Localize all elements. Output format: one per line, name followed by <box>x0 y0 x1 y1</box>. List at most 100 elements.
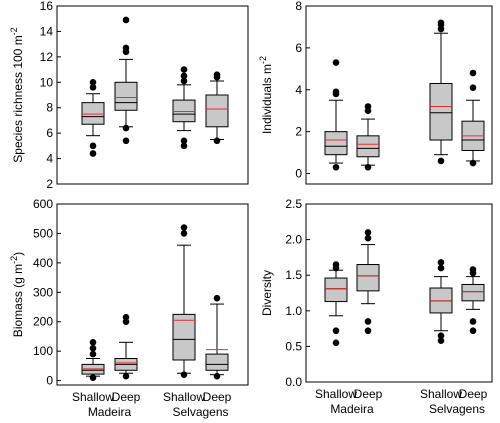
box-series-3 <box>461 266 485 335</box>
box-series-3 <box>205 71 229 145</box>
category-label: Deep <box>354 387 383 401</box>
box <box>429 82 453 141</box>
outlier-point <box>364 103 372 110</box>
box-series-0 <box>324 261 348 347</box>
outlier-point <box>89 350 97 358</box>
category-label: Shallow <box>163 390 205 404</box>
box-series-1 <box>356 229 380 335</box>
outlier-point <box>180 77 188 85</box>
outlier-point <box>332 327 340 335</box>
y-axis-label: Biomass (g m-2) <box>9 252 25 337</box>
y-tick-label: 12 <box>40 50 54 64</box>
y-tick-label: 6 <box>46 126 53 140</box>
y-tick-label: 2 <box>295 125 302 139</box>
outlier-point <box>89 374 97 381</box>
outlier-point <box>89 150 97 157</box>
y-tick-label: 10 <box>40 75 54 89</box>
panel-biomass: 0 100 200 300 400 500 600 Biomass (g m-2) Shallo… <box>9 197 249 419</box>
y-tick-label: 4 <box>295 83 302 97</box>
outlier-point <box>332 339 340 347</box>
y-tick-label: 2.0 <box>285 233 302 247</box>
y-axis-label-superscript: -2 <box>9 27 19 35</box>
outlier-point <box>332 59 340 66</box>
outlier-point <box>332 88 340 96</box>
outlier-point <box>437 264 445 272</box>
outlier-point <box>437 259 445 266</box>
category-label: Deep <box>112 390 141 404</box>
box <box>324 277 348 303</box>
y-tick-label: 2.5 <box>285 197 302 211</box>
y-axis-label-text: Biomass (g m <box>11 264 25 337</box>
outlier-point <box>89 344 97 352</box>
box-series-0 <box>81 78 105 157</box>
box <box>114 81 138 111</box>
box <box>81 102 105 125</box>
outlier-point <box>89 84 97 91</box>
outlier-point <box>213 137 221 145</box>
outlier-point <box>469 84 477 91</box>
outlier-point <box>364 163 372 171</box>
box-series-2 <box>429 19 453 165</box>
outlier-point <box>213 372 221 380</box>
box <box>205 353 229 371</box>
group-label: Selvagens <box>429 402 485 416</box>
box-series-0 <box>324 59 348 171</box>
box-series-2 <box>172 66 196 150</box>
box-series-1 <box>356 103 380 171</box>
outlier-point <box>469 266 477 273</box>
y-axis-label-text: Individuals m <box>260 64 274 134</box>
box-series-1 <box>114 16 138 145</box>
box <box>356 264 380 292</box>
box <box>205 94 229 128</box>
box-series-0 <box>81 339 105 381</box>
y-tick-label: 8 <box>46 101 53 115</box>
y-tick-label: 0 <box>46 374 53 388</box>
y-axis-label: Diversity <box>260 270 274 316</box>
category-label: Deep <box>203 390 232 404</box>
plot-frame <box>56 203 249 386</box>
outlier-point <box>213 71 221 78</box>
group-label: Selvagens <box>172 405 228 419</box>
group-label: Madeira <box>330 402 374 416</box>
box <box>172 99 196 123</box>
y-tick-label: 0 <box>295 167 302 181</box>
outlier-point <box>364 318 372 325</box>
outlier-point <box>180 230 188 237</box>
outlier-point <box>122 372 130 380</box>
outlier-point <box>213 294 221 302</box>
y-tick-label: 8 <box>295 0 302 13</box>
outlier-point <box>122 314 130 321</box>
category-label: Shallow <box>72 390 114 404</box>
y-axis-label-text: Species richness 100 m <box>11 35 25 162</box>
outlier-point <box>180 224 188 231</box>
outlier-point <box>89 339 97 346</box>
y-tick-label: 600 <box>33 197 53 211</box>
outlier-point <box>180 66 188 73</box>
y-axis-label-superscript: -2 <box>258 56 268 64</box>
box <box>461 283 485 302</box>
y-tick-label: 300 <box>33 285 53 299</box>
outlier-point <box>332 261 340 268</box>
y-tick-label: 14 <box>40 24 54 38</box>
y-axis-label: Individuals m-2 <box>258 56 274 134</box>
outlier-point <box>180 137 188 145</box>
box-series-2 <box>172 224 196 378</box>
y-tick-label: 1.0 <box>285 304 302 318</box>
panel-species-richness: 2 4 6 8 10 12 14 16 Species richness 100 m-2 <box>9 0 249 191</box>
outlier-point <box>122 137 130 145</box>
plot-frame <box>56 5 249 185</box>
box <box>172 313 196 361</box>
category-label: Shallow <box>420 387 462 401</box>
y-tick-label: 16 <box>40 0 54 13</box>
outlier-point <box>437 19 445 27</box>
y-tick-label: 100 <box>33 344 53 358</box>
outlier-point <box>332 163 340 171</box>
y-tick-label: 0.0 <box>285 375 302 389</box>
outlier-point <box>180 371 188 378</box>
outlier-point <box>89 78 97 86</box>
y-axis-label: Species richness 100 m-2 <box>9 27 25 162</box>
outlier-point <box>469 159 477 167</box>
box-series-3 <box>205 294 229 380</box>
outlier-point <box>122 16 130 24</box>
